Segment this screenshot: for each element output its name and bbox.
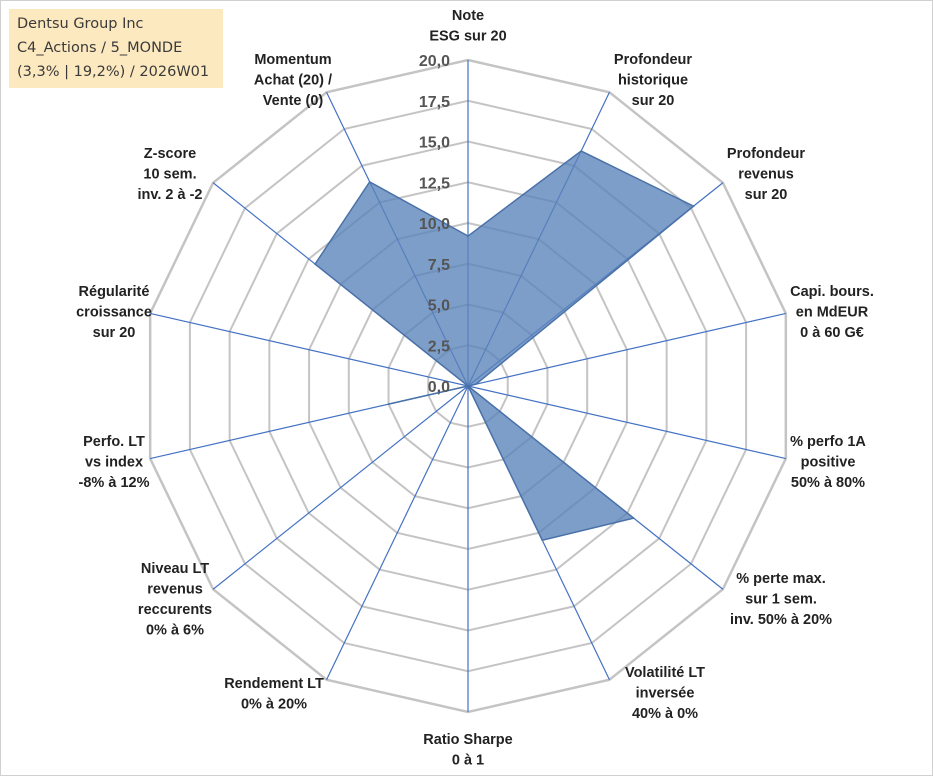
tick-label: 0,0 (428, 379, 450, 396)
axis-label: % perte max. sur 1 sem. inv. 50% à 20% (730, 571, 832, 628)
axis-spoke (467, 312, 786, 387)
tick-layer: 0,0 2,5 5,0 7,5 10,0 12,5 15,0 17,5 20,0 (419, 53, 450, 396)
tick-label: 17,5 (419, 94, 450, 111)
series-point (541, 539, 544, 542)
axis-label: Profondeur historique sur 20 (614, 52, 692, 109)
tick-label: 20,0 (419, 53, 450, 70)
tick-label: 2,5 (428, 338, 450, 355)
series-point (387, 403, 390, 405)
axis-label: Régularité croissance sur 20 (76, 284, 152, 341)
series-point (314, 263, 316, 265)
series-point (467, 385, 469, 387)
tick-label: 12,5 (419, 175, 450, 192)
axis-spoke (150, 312, 469, 387)
info-box: Dentsu Group Inc C4_Actions / 5_MONDE (3… (9, 9, 223, 88)
stats-label: (3,3% | 19,2%) / 2026W01 (17, 64, 210, 80)
axis-label: Note ESG sur 20 (429, 8, 506, 45)
series-point (475, 383, 477, 385)
axis-label: Rendement LT 0% à 20% (224, 676, 324, 713)
axis-label: Niveau LT revenus reccurents 0% à 6% (138, 561, 212, 639)
category-label: C4_Actions / 5_MONDE (17, 40, 183, 56)
axis-label: Volatilité LT inversée 40% à 0% (625, 665, 705, 722)
series-point (580, 150, 582, 152)
tick-label: 10,0 (419, 216, 450, 233)
axis-spoke (212, 385, 469, 590)
axis-label: % perfo 1A positive 50% à 80% (790, 434, 866, 491)
series-point (632, 517, 635, 519)
axis-spoke (467, 385, 786, 460)
axis-label: Perfo. LT vs index -8% à 12% (79, 434, 150, 491)
company-name: Dentsu Group Inc (17, 16, 144, 32)
axis-label-layer: Note ESG sur 20 Profondeur historique sur 20… (76, 8, 874, 769)
series-area (314, 150, 695, 542)
series-point (467, 235, 469, 237)
tick-label: 15,0 (419, 135, 450, 152)
axis-spoke (326, 385, 469, 680)
tick-label: 5,0 (428, 298, 450, 315)
series-point (692, 205, 695, 207)
axis-label: Momentum Achat (20) / Vente (0) (254, 52, 332, 109)
series-point (368, 181, 371, 183)
axis-label: Capi. bours. en MdEUR 0 à 60 G€ (790, 284, 874, 341)
axis-label: Z-score 10 sem. inv. 2 à -2 (137, 146, 202, 203)
tick-label: 7,5 (428, 257, 450, 274)
axis-label: Ratio Sharpe 0 à 1 (423, 732, 512, 769)
series-layer (314, 150, 695, 542)
axis-label: Profondeur revenus sur 20 (727, 146, 805, 203)
